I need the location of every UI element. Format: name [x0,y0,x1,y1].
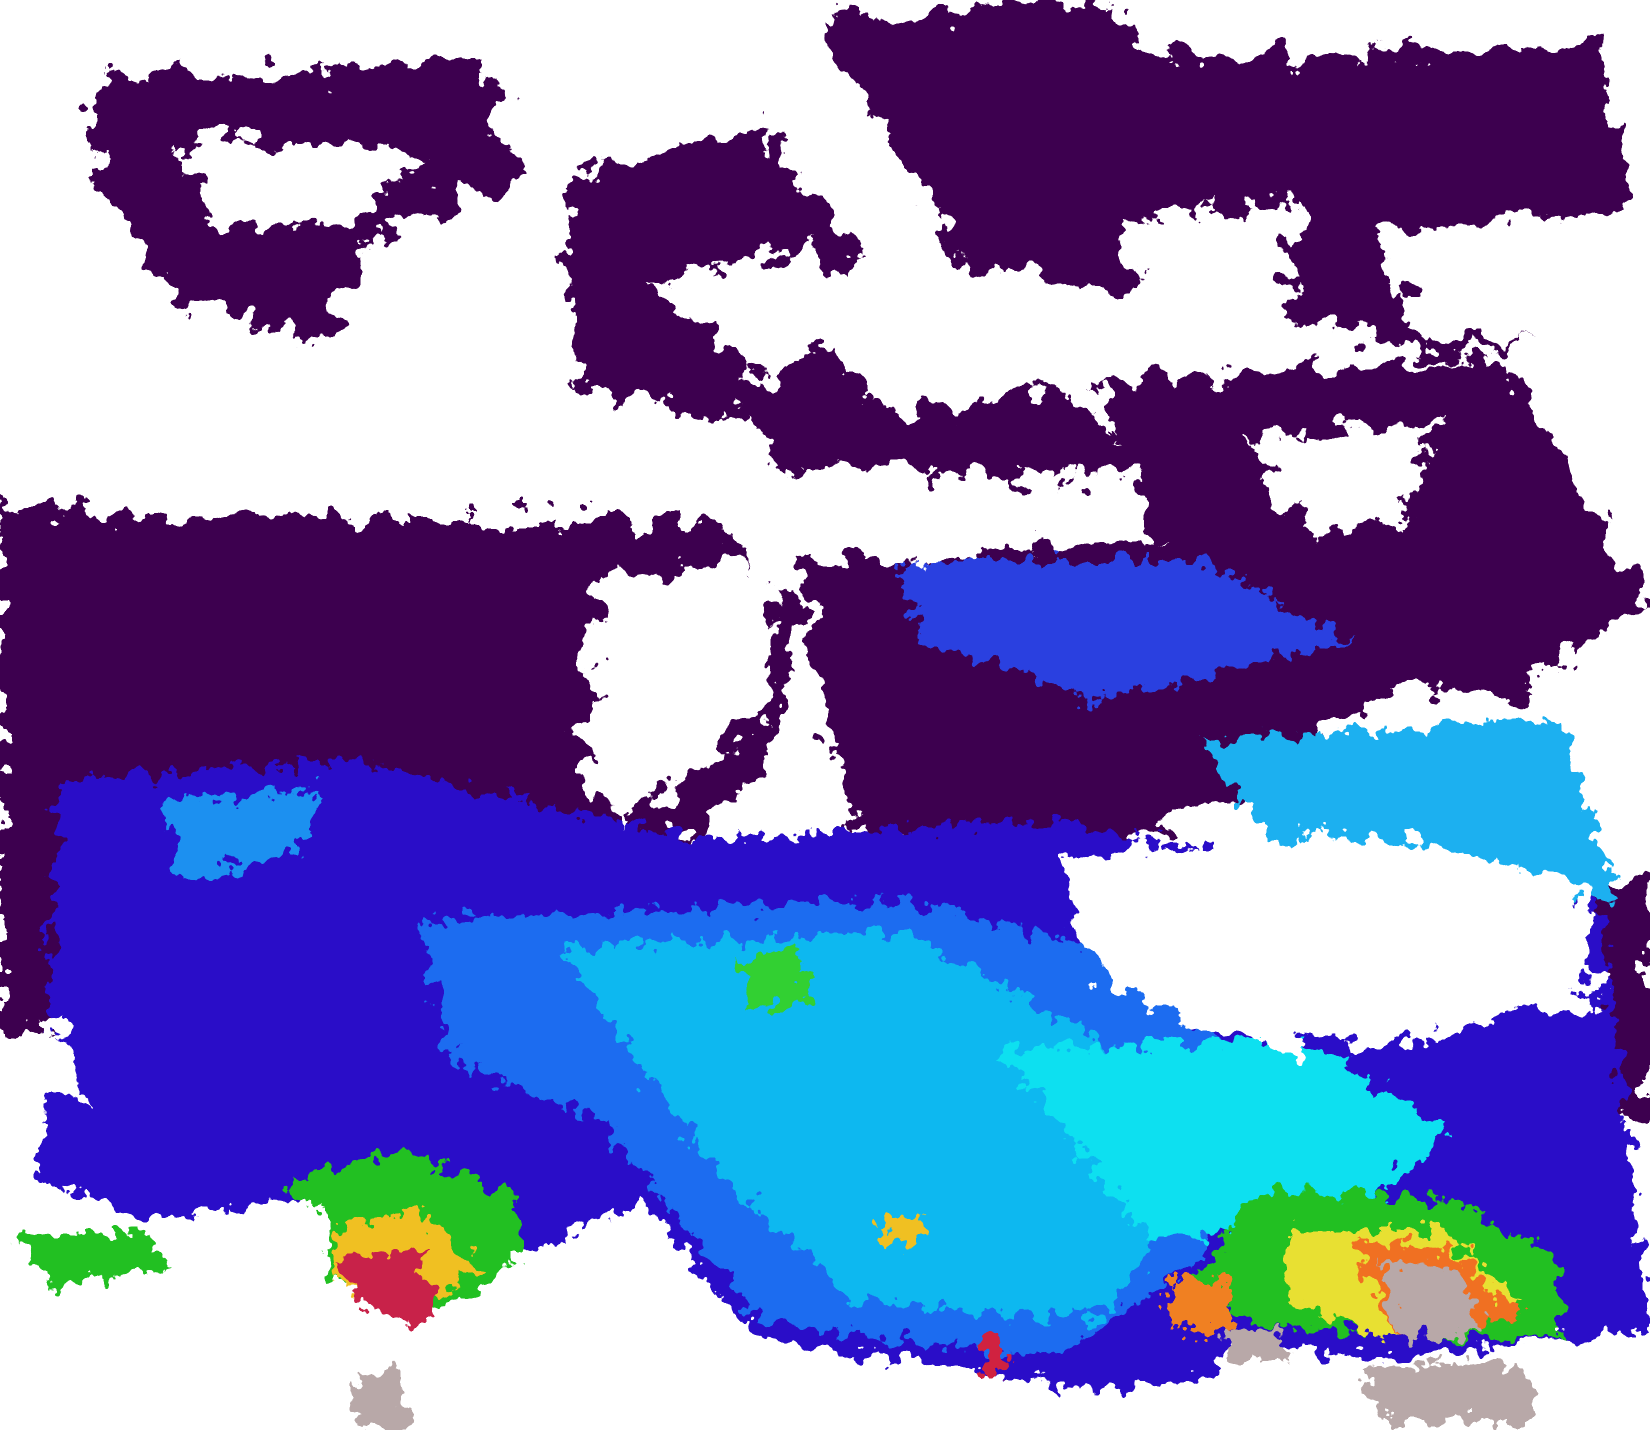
coastal-bloom-right [1170,1190,1560,1340]
cloud-cover [0,0,1650,1120]
coastal-bloom-center [740,950,1005,1375]
land-mass [0,1200,1650,1430]
